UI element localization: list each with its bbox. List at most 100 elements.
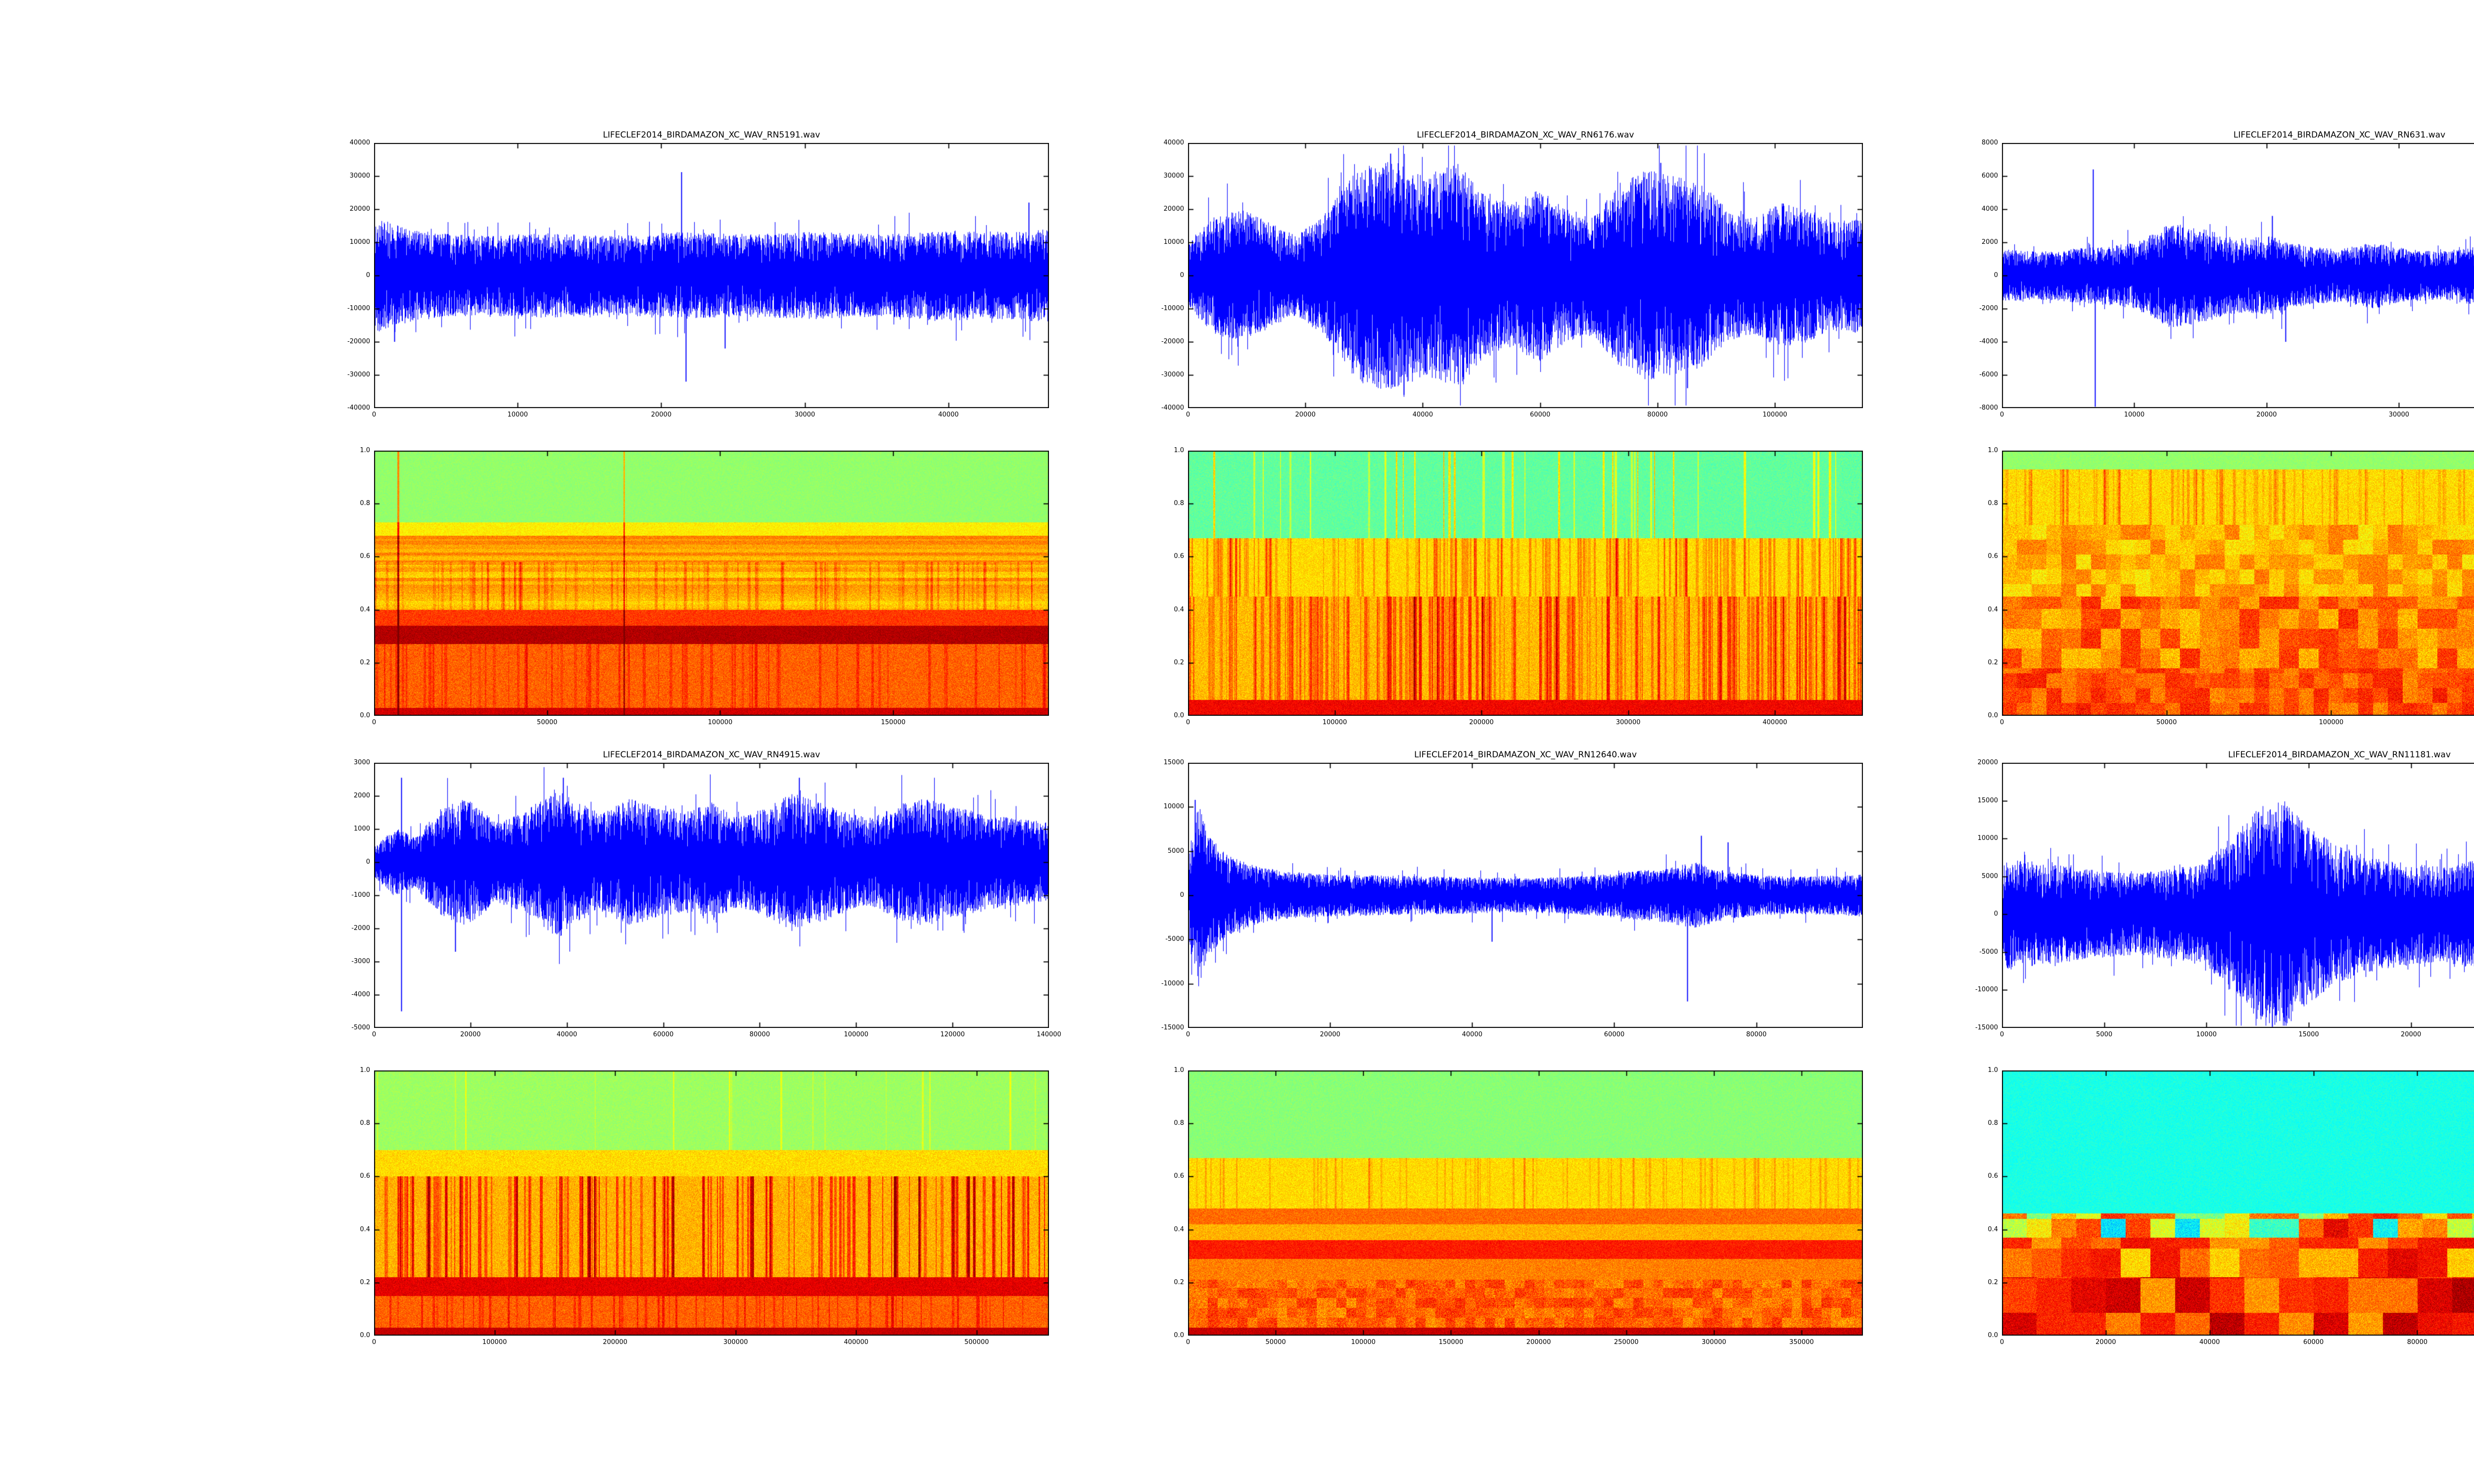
y-tick-label: 0.6 (360, 1172, 370, 1180)
x-tick-label: 0 (1999, 1339, 2004, 1346)
y-tick-label: 40000 (1163, 139, 1184, 146)
y-tick-label: -20000 (347, 338, 370, 345)
subplot-spec-2: 0.0 0.2 0.4 0.6 0.8 1.0 0 100000 200000 300000 400… (1174, 447, 1863, 726)
spectrogram-canvas-spec-3 (2002, 451, 2474, 716)
y-tick-label: 20000 (1977, 759, 1998, 766)
y-tick-label: 3000 (353, 759, 370, 766)
subplot-spec-6: 0.00.20.40.60.81.00200004000060000800001… (1988, 1067, 2474, 1346)
plot-title-RN5191: LIFECLEF2014_BIRDAMAZON_XC_WAV_RN5191.wa… (603, 130, 820, 140)
waveform-canvas-RN11181 (2002, 763, 2474, 1028)
subplot-spec-4: 0.0 0.2 0.4 0.6 0.8 1.0 0 100000 200000 300000 400… (360, 1067, 1049, 1346)
spectrogram-canvas-spec-4 (374, 1070, 1049, 1336)
x-tick-label: 120000 (940, 1031, 965, 1038)
x-tick-label: 20000 (651, 411, 672, 418)
x-tick-label: 40000 (938, 411, 959, 418)
y-tick-label: 0.8 (1988, 1119, 1998, 1127)
y-tick-label: 0.6 (1988, 1172, 1998, 1180)
x-tick-label: 10000 (2196, 1031, 2217, 1038)
y-tick-label: 40000 (349, 139, 370, 146)
y-tick-label: 1.0 (1988, 1067, 1998, 1074)
x-tick-label: 200000 (603, 1339, 627, 1346)
y-tick-label: -10000 (1161, 979, 1184, 987)
y-tick-label: -1000 (351, 891, 370, 899)
x-tick-label: 20000 (2256, 411, 2277, 418)
subplot-waveform-RN631: LIFECLEF2014_BIRDAMAZON_XC_WAV_RN631.wav… (1979, 130, 2474, 418)
y-tick-label: 0 (1994, 910, 1998, 918)
y-tick-label: 5000 (1167, 847, 1184, 855)
y-tick-label: 10000 (1977, 835, 1998, 842)
spectrogram-canvas-spec-6 (2002, 1070, 2474, 1336)
x-tick-label: 400000 (1762, 719, 1787, 726)
y-tick-label: 0.6 (360, 553, 370, 560)
x-tick-label: 200000 (1526, 1339, 1551, 1346)
x-tick-label: 0 (1999, 1031, 2004, 1038)
x-tick-label: 300000 (723, 1339, 748, 1346)
y-tick-label: 10000 (1163, 238, 1184, 246)
y-tick-label: 15000 (1977, 796, 1998, 804)
y-tick-label: -40000 (1161, 404, 1184, 412)
y-tick-label: 1.0 (360, 447, 370, 454)
x-tick-label: 0 (1999, 719, 2004, 726)
x-tick-label: 20000 (2095, 1339, 2116, 1346)
waveform-canvas-RN4915 (374, 763, 1049, 1028)
y-tick-label: 20000 (1163, 205, 1184, 213)
y-tick-label: 0.8 (360, 500, 370, 508)
subplot-waveform-RN11181: LIFECLEF2014_BIRDAMAZON_XC_WAV_RN11181.w… (1975, 750, 2474, 1038)
waveform-canvas-RN631 (2002, 143, 2474, 408)
y-tick-label: 0.4 (1174, 605, 1184, 613)
x-tick-label: 0 (1186, 719, 1190, 726)
y-tick-label: 0.2 (1174, 658, 1184, 666)
y-tick-label: -10000 (347, 305, 370, 312)
subplot-waveform-RN5191: LIFECLEF2014_BIRDAMAZON_XC_WAV_RN5191.wa… (347, 130, 1049, 418)
y-tick-label: 0.2 (360, 1278, 370, 1286)
subplot-spec-5: 0.0 0.2 0.4 0.6 0.8 1.0 0 50000 100000 150000 2000… (1174, 1067, 1863, 1346)
y-tick-label: 1000 (353, 825, 370, 833)
x-tick-label: 400000 (844, 1339, 869, 1346)
y-tick-label: -20000 (1161, 338, 1184, 345)
x-tick-label: 20000 (460, 1031, 481, 1038)
x-tick-label: 100000 (844, 1031, 869, 1038)
x-tick-label: 0 (372, 1339, 377, 1346)
y-tick-label: -10000 (1975, 986, 1998, 994)
y-tick-label: -4000 (351, 991, 370, 998)
x-tick-label: 60000 (2303, 1339, 2324, 1346)
x-tick-label: 30000 (794, 411, 815, 418)
x-tick-label: 60000 (1529, 411, 1551, 418)
y-tick-label: -8000 (1979, 404, 1998, 412)
x-tick-label: 10000 (507, 411, 528, 418)
y-tick-label: 0 (1180, 272, 1184, 279)
y-tick-label: 1.0 (1988, 447, 1998, 454)
x-tick-label: 60000 (1604, 1031, 1625, 1038)
x-tick-label: 0 (1186, 1031, 1190, 1038)
y-tick-label: 10000 (349, 238, 370, 246)
y-tick-label: 0 (366, 858, 370, 866)
x-tick-label: 250000 (1614, 1339, 1639, 1346)
spectrogram-canvas-spec-5 (1188, 1070, 1863, 1336)
x-tick-label: 150000 (881, 719, 906, 726)
y-tick-label: 6000 (1981, 172, 1998, 180)
subplot-spec-3: 0.00.20.40.60.81.00500001000001500002000… (1988, 447, 2474, 726)
y-tick-label: -4000 (1979, 338, 1998, 345)
y-tick-label: -15000 (1161, 1024, 1184, 1031)
plot-title-RN6176: LIFECLEF2014_BIRDAMAZON_XC_WAV_RN6176.wa… (1417, 130, 1634, 140)
y-tick-label: -2000 (1979, 305, 1998, 312)
y-tick-label: 30000 (349, 172, 370, 180)
y-tick-label: 0.4 (1174, 1225, 1184, 1233)
y-tick-label: 0.2 (1988, 1278, 1998, 1286)
x-tick-label: 140000 (1037, 1031, 1061, 1038)
x-tick-label: 150000 (1438, 1339, 1464, 1346)
x-tick-label: 0 (1999, 411, 2004, 418)
y-tick-label: -40000 (347, 404, 370, 412)
y-tick-label: 0.0 (1988, 712, 1998, 719)
y-tick-label: -5000 (1165, 935, 1184, 943)
x-tick-label: 15000 (2298, 1031, 2319, 1038)
y-tick-label: 0.2 (360, 658, 370, 666)
x-tick-label: 50000 (537, 719, 558, 726)
x-tick-label: 0 (1186, 1339, 1190, 1346)
spectrogram-canvas-spec-2 (1188, 451, 1863, 716)
x-tick-label: 80000 (1746, 1031, 1767, 1038)
plot-title-RN631: LIFECLEF2014_BIRDAMAZON_XC_WAV_RN631.wav (2233, 130, 2446, 140)
y-tick-label: -2000 (351, 925, 370, 932)
x-tick-label: 40000 (1412, 411, 1433, 418)
y-tick-label: 0.6 (1174, 1172, 1184, 1180)
